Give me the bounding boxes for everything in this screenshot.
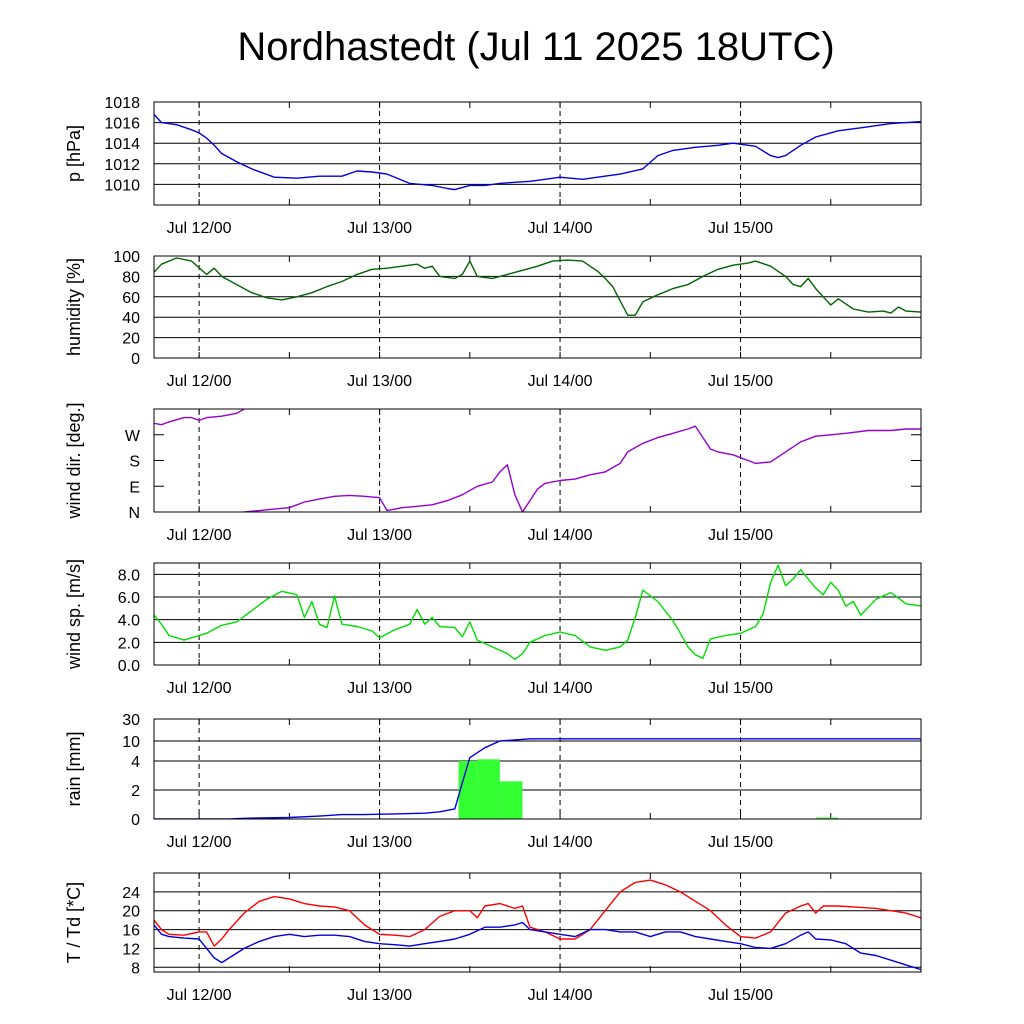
x-tick-label: Jul 12/00 (167, 834, 232, 851)
x-tick-label: Jul 14/00 (528, 220, 593, 237)
series-line (154, 921, 921, 971)
y-tick-label: W (125, 428, 141, 445)
x-tick-label: Jul 12/00 (167, 680, 232, 697)
y-tick-label: 8 (131, 960, 140, 977)
plot-frame (153, 408, 922, 513)
x-tick-label: Jul 12/00 (167, 987, 232, 1004)
series-line (154, 257, 921, 316)
x-tick-label: Jul 15/00 (708, 680, 773, 697)
y-tick-label: 20 (122, 904, 140, 921)
y-tick-label: 0.0 (118, 658, 140, 675)
y-tick-label: 6.0 (118, 590, 140, 607)
y-tick-label: 1016 (104, 116, 140, 133)
y-tick-label: 24 (122, 885, 140, 902)
series-line (154, 113, 921, 191)
rain-bar (499, 781, 523, 819)
x-tick-label: Jul 14/00 (528, 987, 593, 1004)
rain-bar (477, 759, 500, 819)
y-tick-label: 2.0 (118, 635, 140, 652)
y-tick-label: N (128, 505, 140, 522)
y-tick-label: 60 (122, 290, 140, 307)
y-axis-label: wind dir. [deg.] (64, 402, 84, 519)
x-tick-label: Jul 15/00 (708, 220, 773, 237)
panel-pressure: 1010 1012 1014 1016 1018 p [hPa] Jul 12/00 Jul … (64, 95, 922, 237)
x-tick-label: Jul 15/00 (708, 987, 773, 1004)
y-tick-label: S (129, 454, 140, 471)
y-tick-label: 20 (122, 331, 140, 348)
x-tick-label: Jul 13/00 (347, 220, 412, 237)
x-tick-label: Jul 14/00 (528, 680, 593, 697)
y-tick-label: 8.0 (118, 567, 140, 584)
plot-frame (153, 718, 922, 820)
x-tick-label: Jul 13/00 (347, 527, 412, 544)
x-tick-label: Jul 13/00 (347, 834, 412, 851)
x-tick-label: Jul 13/00 (347, 373, 412, 390)
y-axis-label: wind sp. [m/s] (64, 559, 84, 670)
y-axis-label: humidity [%] (64, 258, 84, 356)
y-tick-label: 1018 (104, 95, 140, 112)
y-tick-label: 0 (131, 812, 140, 829)
series-line (244, 425, 921, 512)
y-axis-label: rain [mm] (64, 731, 84, 806)
rain-bar (815, 817, 839, 819)
x-tick-label: Jul 13/00 (347, 987, 412, 1004)
y-tick-label: 100 (113, 249, 140, 266)
plot-frame (153, 872, 922, 973)
y-tick-label: 40 (122, 310, 140, 327)
panel-humidity: 0 20 40 60 80 100 humidity [%] Jul 12/00 Jul 13/… (64, 249, 922, 390)
panel-rain: 0 2 4 10 30 rain [mm] Jul 12/00 Jul 13/00 Jul 14… (64, 712, 922, 851)
series-line (154, 409, 245, 426)
y-tick-label: 4.0 (118, 613, 140, 630)
x-tick-label: Jul 15/00 (708, 527, 773, 544)
y-tick-label: 1010 (104, 177, 140, 194)
x-tick-label: Jul 15/00 (708, 373, 773, 390)
x-tick-label: Jul 12/00 (167, 527, 232, 544)
plot-frame (153, 562, 922, 666)
x-tick-label: Jul 13/00 (347, 680, 412, 697)
x-tick-label: Jul 14/00 (528, 527, 593, 544)
series-line (154, 564, 921, 660)
y-tick-label: 10 (122, 734, 140, 751)
series-line (154, 738, 921, 819)
plot-frame (153, 101, 922, 206)
y-tick-label: 80 (122, 269, 140, 286)
y-tick-label: 30 (122, 712, 140, 729)
x-tick-label: Jul 12/00 (167, 373, 232, 390)
chart-title: Nordhastedt (Jul 11 2025 18UTC) (237, 25, 834, 69)
y-tick-label: 4 (131, 754, 140, 771)
x-tick-label: Jul 14/00 (528, 834, 593, 851)
plot-frame (153, 255, 922, 359)
x-tick-label: Jul 14/00 (528, 373, 593, 390)
y-tick-label: 0 (131, 351, 140, 368)
y-axis-label: p [hPa] (64, 125, 84, 182)
y-tick-label: 1014 (104, 136, 140, 153)
rain-bar (458, 761, 478, 819)
x-tick-label: Jul 12/00 (167, 220, 232, 237)
y-tick-label: 12 (122, 941, 140, 958)
x-tick-label: Jul 15/00 (708, 834, 773, 851)
y-tick-label: 16 (122, 923, 140, 940)
series-line (154, 879, 921, 947)
y-tick-label: E (129, 479, 140, 496)
panel-wind_speed: 0.0 2.0 4.0 6.0 8.0 wind sp. [m/s] Jul 12/00 Ju… (64, 559, 922, 697)
y-axis-label: T / Td [*C] (64, 882, 84, 963)
y-tick-label: 1012 (104, 157, 140, 174)
y-tick-label: 2 (131, 783, 140, 800)
